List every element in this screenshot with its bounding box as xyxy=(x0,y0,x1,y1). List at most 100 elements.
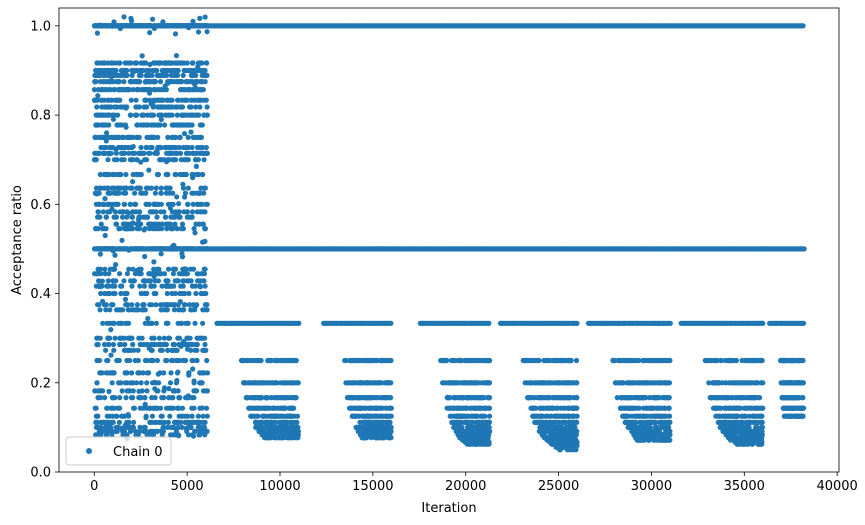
data-point xyxy=(181,209,187,215)
data-point xyxy=(148,79,154,85)
data-point xyxy=(200,221,206,227)
data-point xyxy=(129,214,135,220)
data-point xyxy=(161,370,167,376)
data-point xyxy=(148,283,154,289)
data-point xyxy=(164,307,170,313)
data-point xyxy=(102,395,108,401)
data-point xyxy=(112,335,118,341)
data-point xyxy=(108,134,114,140)
data-point xyxy=(109,60,115,66)
data-point xyxy=(119,283,125,289)
data-point xyxy=(104,357,110,364)
data-point xyxy=(171,419,178,425)
data-point xyxy=(201,190,207,196)
data-point xyxy=(204,72,210,78)
data-point xyxy=(169,302,175,308)
data-point xyxy=(373,405,379,411)
data-point xyxy=(111,19,117,25)
data-point xyxy=(204,413,210,419)
data-point xyxy=(106,151,112,157)
data-point xyxy=(164,226,170,232)
data-point xyxy=(98,79,104,85)
data-point xyxy=(97,171,103,178)
data-point xyxy=(133,97,139,103)
data-point xyxy=(132,357,138,364)
data-point xyxy=(106,271,112,277)
data-point xyxy=(97,134,103,140)
data-point xyxy=(166,190,172,196)
data-point xyxy=(107,79,113,85)
data-point xyxy=(170,405,176,411)
data-point xyxy=(165,335,172,341)
data-point xyxy=(384,380,390,386)
data-point xyxy=(117,320,124,326)
data-point xyxy=(94,30,100,36)
data-point xyxy=(185,413,191,419)
data-point xyxy=(203,405,210,411)
data-point xyxy=(124,388,130,394)
data-point xyxy=(146,221,152,227)
data-point xyxy=(158,251,164,257)
data-point xyxy=(141,302,147,308)
data-point xyxy=(111,87,117,93)
data-point xyxy=(149,112,155,118)
data-point xyxy=(189,171,195,178)
data-point xyxy=(185,185,191,191)
data-point xyxy=(204,370,211,376)
data-point xyxy=(107,190,114,196)
data-point xyxy=(151,60,157,66)
data-point xyxy=(204,357,210,364)
data-point xyxy=(117,395,123,401)
data-point xyxy=(108,352,114,358)
data-point xyxy=(123,171,129,178)
data-point xyxy=(122,221,129,227)
data-point xyxy=(170,347,176,353)
data-point xyxy=(121,278,127,284)
data-point xyxy=(162,67,168,74)
data-point xyxy=(158,116,164,123)
data-point xyxy=(163,283,169,289)
data-point xyxy=(110,246,116,252)
data-point xyxy=(383,395,389,401)
data-point xyxy=(200,320,206,326)
data-point xyxy=(191,395,197,401)
data-point xyxy=(188,104,194,110)
data-point xyxy=(110,278,116,284)
data-point xyxy=(386,419,393,425)
data-point xyxy=(196,221,202,227)
data-point xyxy=(272,413,278,419)
data-point xyxy=(185,393,191,399)
data-point xyxy=(202,185,208,191)
data-point xyxy=(191,405,197,411)
data-point xyxy=(135,185,141,191)
data-point xyxy=(105,201,111,207)
data-point xyxy=(176,413,182,419)
data-point xyxy=(387,357,393,364)
data-point xyxy=(170,122,177,128)
data-point xyxy=(193,112,199,118)
data-point xyxy=(99,104,105,110)
data-point xyxy=(200,23,206,29)
data-point xyxy=(203,201,209,207)
data-point xyxy=(124,370,130,376)
data-point xyxy=(154,246,160,252)
data-point xyxy=(165,278,171,284)
data-point xyxy=(185,134,191,140)
data-point xyxy=(151,290,157,297)
data-point xyxy=(153,201,159,207)
data-point xyxy=(103,347,109,353)
data-point xyxy=(131,419,137,425)
data-point xyxy=(195,97,201,103)
data-point xyxy=(388,435,394,441)
data-point xyxy=(144,157,150,163)
data-point xyxy=(140,405,146,411)
data-point xyxy=(124,60,130,66)
data-point xyxy=(173,53,180,59)
data-point xyxy=(198,134,204,140)
data-point xyxy=(142,424,148,430)
data-point xyxy=(163,72,170,78)
data-point xyxy=(184,278,190,284)
data-point xyxy=(204,388,210,394)
data-point xyxy=(352,357,358,364)
data-point xyxy=(144,122,150,128)
